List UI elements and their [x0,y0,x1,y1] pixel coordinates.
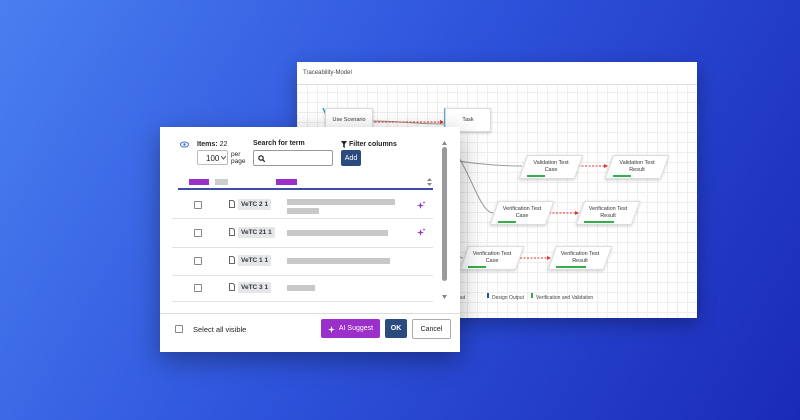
visibility-icon[interactable] [180,141,189,148]
ai-suggest-label: AI Suggest [338,325,374,332]
dialog: Items: 22 100 per page Search for term F… [160,127,460,352]
select-all-label[interactable]: Select all visible [193,325,247,334]
sort-icon[interactable] [427,178,432,186]
scroll-up[interactable] [442,141,447,145]
node-label: Verification Test Result [588,206,628,219]
node: Validation Test Case [518,155,584,179]
node-label: Validation Test Result [619,160,655,173]
text-placeholder [287,285,315,291]
dropdown-icon [221,156,226,160]
table-row: VeTC 3 1 [172,275,433,302]
row-label: VeTC 1 1 [238,255,272,266]
node: Verification Test Case [459,246,525,270]
scroll-thumb[interactable] [442,147,447,281]
table-row: VeTC 21 1 [172,218,433,248]
diagram-window: Traceability-Model Use Scenario Task Val… [297,62,697,318]
node: Verification Test Result [575,201,641,225]
items-info: Items: 22 [197,141,227,148]
row-label: VeTC 21 1 [238,227,275,238]
header-placeholder [215,179,228,185]
per-page-select[interactable]: 100 [197,150,228,165]
node-label: Verification Test Result [560,251,600,264]
divider [160,313,460,314]
text-placeholder [287,258,390,264]
node: Verification Test Case [489,201,555,225]
filter-icon [341,141,347,148]
row-checkbox[interactable] [194,229,202,237]
file-icon [229,283,235,291]
legend-item: Design Output [492,295,524,301]
legend-swatch [531,293,533,298]
cancel-button[interactable]: Cancel [412,319,451,339]
scroll-down[interactable] [442,295,447,299]
ok-button[interactable]: OK [385,319,407,338]
text-placeholder [287,208,319,214]
search-icon [258,155,265,162]
node-label: Use Scenario [332,116,366,123]
items-count: 22 [219,141,228,148]
node-label: Task [462,116,474,123]
node: Verification Test Result [547,246,613,270]
node-label: Verification Test Case [472,251,512,264]
row-checkbox[interactable] [194,201,202,209]
header-placeholder [189,179,209,185]
header-placeholder [276,179,297,185]
text-placeholder [287,230,388,236]
row-label: VeTC 2 1 [238,199,272,210]
file-icon [229,228,235,236]
select-all-checkbox[interactable] [175,325,183,333]
search-input[interactable] [253,150,333,166]
table-row: VeTC 1 1 [172,247,433,276]
node-label: Verification Test Case [502,206,542,219]
row-label: VeTC 3 1 [238,282,272,293]
file-icon [229,200,235,208]
filter-label: Filter columns [349,141,397,148]
add-button[interactable]: Add [341,150,361,166]
node-label: Validation Test Case [533,160,569,173]
scrollbar[interactable] [441,141,448,303]
row-checkbox[interactable] [194,257,202,265]
search-label: Search for term [253,140,305,147]
title-bar [297,62,697,85]
file-icon [229,256,235,264]
per-page-value: 100 [206,154,220,163]
legend-swatch [487,293,489,298]
ai-icon[interactable] [417,228,426,237]
table-header [178,176,433,190]
diagram-title: Traceability-Model [303,70,352,76]
per-page-label: per page [231,151,246,165]
table-row: VeTC 2 1 [172,192,433,219]
legend-item: Verification and Validation [536,295,594,301]
text-placeholder [287,199,395,205]
ai-icon[interactable] [417,201,426,210]
ai-suggest-button[interactable]: AI Suggest [321,319,380,338]
items-label: Items: [197,141,218,148]
ai-icon [327,325,335,333]
row-checkbox[interactable] [194,284,202,292]
node: Validation Test Result [604,155,670,179]
